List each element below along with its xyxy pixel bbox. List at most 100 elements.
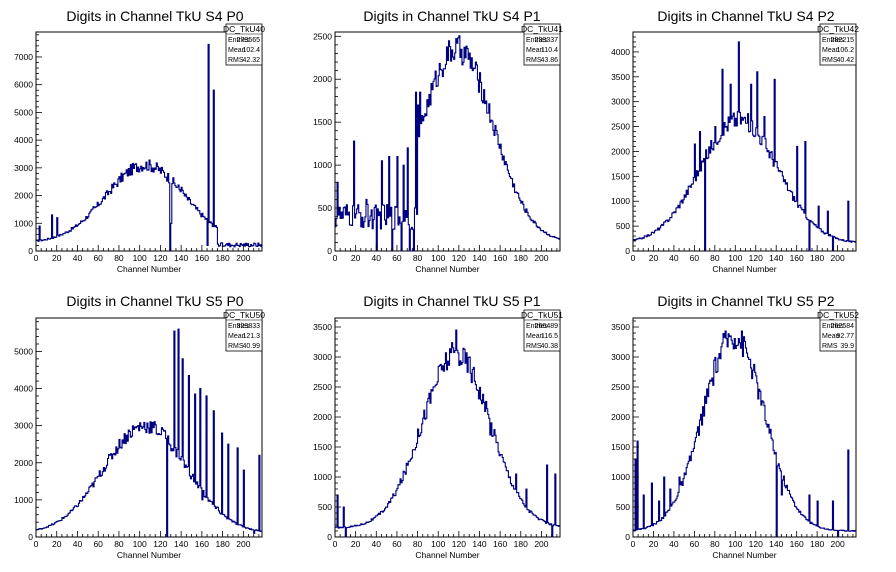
- y-tick-label: 3000: [611, 352, 630, 362]
- histogram-series: [36, 328, 262, 538]
- histogram-panel-3: Digits in Channel TkU S4 P2 0 20 40 60 80 100 1…: [611, 8, 859, 274]
- y-tick-label: 1000: [14, 218, 33, 228]
- stats-value-entries: 233337: [535, 37, 558, 44]
- y-axis: 1000 2000 3000 4000 5000 6000 7000 0: [14, 34, 42, 256]
- stats-box-frame: [225, 23, 263, 66]
- y-tick-label: 0: [327, 246, 332, 256]
- y-tick-label: 5000: [14, 346, 33, 356]
- x-tick-label: 20: [351, 253, 361, 263]
- x-tick-label: 60: [93, 539, 103, 549]
- x-tick-label: 180: [216, 253, 230, 263]
- stats-box-frame: [819, 309, 857, 352]
- x-tick-label: 200: [236, 253, 250, 263]
- x-tick-label: 180: [810, 539, 824, 549]
- y-tick-label: 2500: [313, 382, 332, 392]
- y-tick-label: 4000: [14, 135, 33, 145]
- y-tick-label: 0: [28, 532, 33, 542]
- y-tick-label: 2000: [611, 412, 630, 422]
- x-tick-label: 160: [790, 539, 804, 549]
- x-tick-label: 140: [174, 539, 188, 549]
- x-tick-label: 0: [333, 539, 338, 549]
- y-tick-label: 4000: [14, 384, 33, 394]
- x-tick-label: 100: [728, 253, 742, 263]
- y-tick-label: 1000: [611, 196, 630, 206]
- histogram-panel-5: Digits in Channel TkU S5 P1 0 20 40 60 80 100 1…: [313, 293, 563, 560]
- stats-key-entries: Entries: [822, 37, 844, 44]
- x-axis-label: Channel Number: [117, 550, 181, 560]
- stats-key-mean: Mean: [822, 47, 840, 54]
- stats-histogram-name: DC_TkU52: [817, 310, 859, 320]
- x-tick-label: 60: [690, 539, 700, 549]
- x-axis-label: Channel Number: [712, 550, 776, 560]
- stats-key-mean: Mean: [822, 333, 840, 340]
- stats-value-rms: 42.32: [242, 57, 260, 64]
- y-tick-label: 1000: [14, 495, 33, 505]
- x-tick-label: 140: [769, 253, 783, 263]
- chart-title: Digits in Channel TkU S5 P0: [66, 293, 243, 309]
- x-tick-label: 40: [372, 539, 382, 549]
- x-tick-label: 0: [34, 539, 39, 549]
- chart-title: Digits in Channel TkU S4 P1: [363, 8, 540, 24]
- x-tick-label: 100: [133, 253, 147, 263]
- y-tick-label: 7000: [14, 52, 33, 62]
- stats-key-mean: Mean: [228, 333, 246, 340]
- histogram-panel-4: Digits in Channel TkU S5 P0 0 20 40 60 80 100 1…: [14, 293, 265, 560]
- y-tick-label: 6000: [14, 80, 33, 90]
- y-tick-label: 0: [625, 532, 630, 542]
- x-tick-label: 180: [216, 539, 230, 549]
- stats-value-rms: 40.42: [836, 57, 854, 64]
- x-tick-label: 40: [73, 539, 83, 549]
- y-tick-label: 2000: [313, 74, 332, 84]
- y-tick-label: 1500: [611, 442, 630, 452]
- histogram-series: [36, 43, 262, 252]
- x-tick-label: 60: [392, 253, 402, 263]
- x-tick-label: 80: [114, 253, 124, 263]
- stats-value-rms: 40.38: [540, 343, 558, 350]
- x-tick-label: 120: [749, 539, 763, 549]
- histogram-series: [633, 41, 856, 252]
- x-tick-label: 0: [631, 253, 636, 263]
- y-axis: 500 1000 1500 2000 2500 3000 3500 0: [313, 320, 341, 542]
- stats-value-mean: 121.3: [242, 333, 260, 340]
- stats-value-mean: 110.4: [541, 47, 558, 54]
- y-tick-label: 3000: [14, 163, 33, 173]
- stats-value-entries: 323833: [237, 323, 260, 330]
- y-tick-label: 500: [318, 502, 332, 512]
- y-tick-label: 3000: [14, 421, 33, 431]
- stats-key-mean: Mean: [526, 333, 544, 340]
- chart-title: Digits in Channel TkU S4 P0: [66, 8, 243, 24]
- y-tick-label: 3000: [313, 352, 332, 362]
- y-tick-label: 500: [318, 203, 332, 213]
- x-tick-label: 80: [413, 539, 423, 549]
- y-tick-label: 500: [616, 502, 630, 512]
- x-axis: 0 20 40 60 80 100 120 140 160 180 200 Channel Numbe…: [333, 531, 558, 560]
- x-tick-label: 100: [431, 253, 445, 263]
- x-axis-label: Channel Number: [415, 550, 479, 560]
- y-tick-label: 1000: [313, 160, 332, 170]
- stats-histogram-name: DC_TkU51: [521, 310, 563, 320]
- x-tick-label: 100: [728, 539, 742, 549]
- y-tick-label: 3000: [611, 97, 630, 107]
- stats-histogram-name: DC_TkU41: [521, 24, 563, 34]
- stats-key-entries: Entries: [228, 323, 250, 330]
- x-tick-label: 40: [669, 539, 679, 549]
- x-tick-label: 80: [710, 253, 720, 263]
- histogram-panel-1: Digits in Channel TkU S4 P0 0 20 40 60 80 100 1…: [14, 8, 265, 274]
- x-tick-label: 100: [133, 539, 147, 549]
- y-tick-label: 3500: [611, 322, 630, 332]
- x-tick-label: 80: [114, 539, 124, 549]
- x-tick-label: 140: [769, 539, 783, 549]
- stats-histogram-name: DC_TkU42: [817, 24, 859, 34]
- x-tick-label: 160: [195, 253, 209, 263]
- x-tick-label: 120: [452, 539, 466, 549]
- y-tick-label: 2000: [14, 191, 33, 201]
- x-axis: 0 20 40 60 80 100 120 140 160 180 200 Channel Numbe…: [34, 245, 260, 274]
- stats-key-rms: RMS: [822, 343, 838, 350]
- x-tick-label: 60: [392, 539, 402, 549]
- x-tick-label: 140: [472, 253, 486, 263]
- stats-key-entries: Entries: [822, 323, 844, 330]
- stats-value-entries: 262584: [831, 323, 854, 330]
